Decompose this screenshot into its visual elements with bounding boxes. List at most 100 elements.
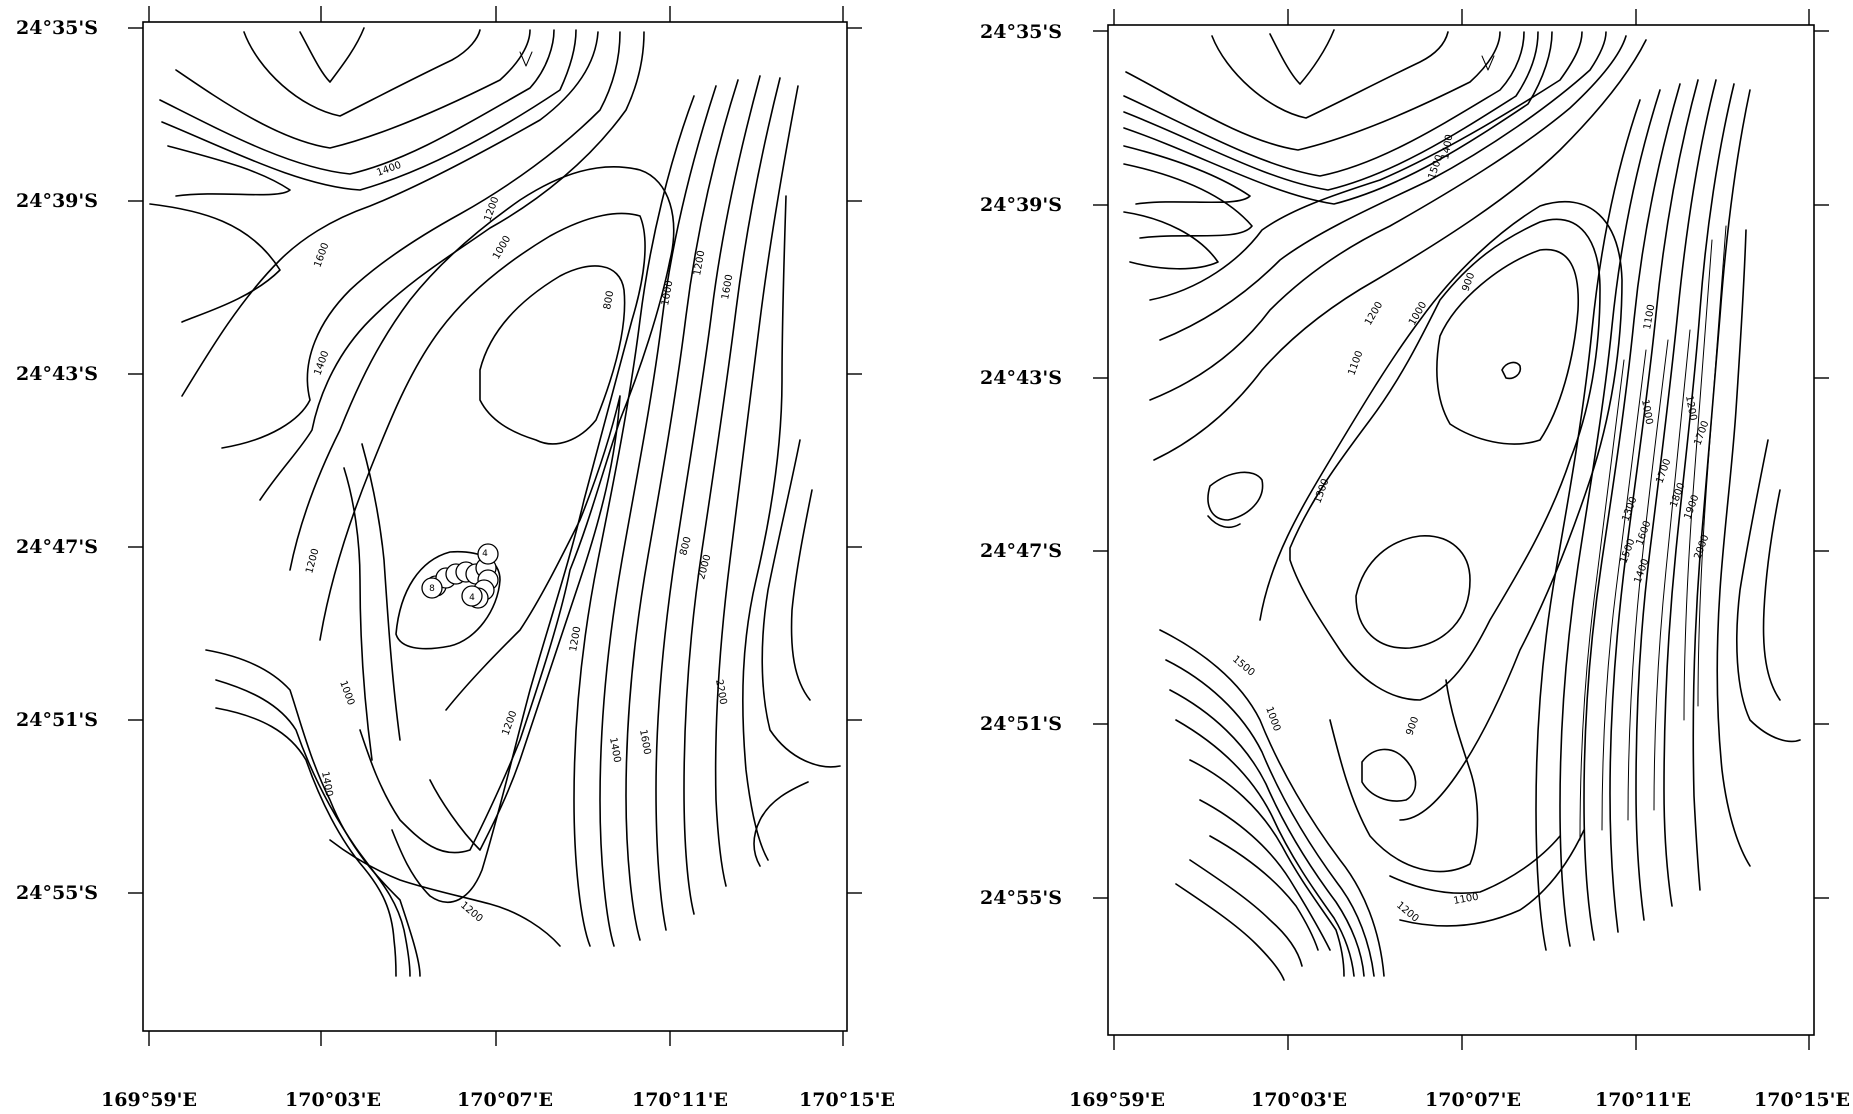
lon-label: 170°03'E <box>1251 1089 1347 1111</box>
contour-label: 2000 <box>696 553 713 580</box>
lat-ticks <box>128 27 862 894</box>
lon-label: 169°59'E <box>101 1089 197 1111</box>
contour-line <box>149 203 281 323</box>
lat-label: 24°47'S <box>980 540 1062 562</box>
contour-line <box>1189 759 1345 977</box>
contour-label: 1200 <box>1363 300 1385 328</box>
contour-line <box>1436 248 1580 445</box>
contour-line <box>573 95 695 947</box>
contour-line <box>1635 79 1717 921</box>
contour-line <box>395 550 501 650</box>
contour-label: 1500 <box>1426 153 1445 181</box>
contour-line <box>1289 218 1601 701</box>
lon-label: 170°07'E <box>457 1089 553 1111</box>
lat-label: 24°51'S <box>980 713 1062 735</box>
contour-line <box>343 467 373 761</box>
contour-line <box>1165 659 1375 977</box>
contour-label: 2200 <box>713 679 728 706</box>
lat-label: 24°35'S <box>16 17 98 39</box>
contour-line <box>1355 535 1471 649</box>
lon-label: 170°11'E <box>632 1089 728 1111</box>
contour-label: 2000 <box>1692 533 1711 561</box>
contour-line <box>1583 83 1681 941</box>
contour-line <box>181 31 599 397</box>
contour-line <box>1716 229 1751 867</box>
marker-label: 8 <box>429 584 435 594</box>
contour-label: 1600 <box>720 274 735 301</box>
contour-label: 800 <box>602 290 616 311</box>
contour-line <box>1159 629 1385 977</box>
contour-line <box>1123 145 1251 205</box>
contour-line <box>1697 225 1727 707</box>
contour-line <box>167 145 291 197</box>
contour-line <box>625 79 739 941</box>
contour-line <box>1211 31 1449 119</box>
lon-ticks <box>148 6 844 1046</box>
contour-line <box>1123 31 1553 205</box>
contour-line <box>1501 361 1522 380</box>
lon-label: 170°15'E <box>1754 1089 1850 1111</box>
contour-label: 1400 <box>1632 557 1651 585</box>
lon-label: 170°11'E <box>1595 1089 1691 1111</box>
map-left: 24°35'S 24°39'S 24°43'S 24°47'S 24°51'S … <box>16 6 895 1111</box>
contour-label: 1600 <box>637 729 652 756</box>
contour-line <box>1361 748 1417 802</box>
contour-line <box>1149 35 1627 401</box>
contour-line <box>1609 79 1699 933</box>
contour-label: 1500 <box>1230 654 1257 679</box>
contour-line <box>1559 89 1661 947</box>
lat-ticks <box>1093 30 1829 899</box>
contour-line <box>742 195 787 861</box>
contour-line <box>1169 689 1365 977</box>
contour-line <box>1207 471 1264 521</box>
contour-labels: 1400 1500 900 1000 1200 1100 1300 1100 1… <box>1230 134 1711 925</box>
lat-label: 24°55'S <box>16 882 98 904</box>
contour-line <box>761 439 841 768</box>
contour-label: 1300 <box>1312 477 1331 505</box>
contour-line <box>1175 883 1285 981</box>
contour-line <box>1125 31 1501 151</box>
lat-label: 24°51'S <box>16 709 98 731</box>
contour-line <box>289 166 675 854</box>
contour-label: 1200 <box>500 709 519 737</box>
contour-label: 1100 <box>1453 892 1480 907</box>
contour-line <box>1123 211 1219 270</box>
contour-line <box>175 29 531 149</box>
contour-label: 900 <box>1404 715 1421 737</box>
map-frame <box>1107 24 1815 1036</box>
contour-label: 1200 <box>568 626 583 653</box>
contour-label: 1400 <box>375 160 403 179</box>
contour-line <box>243 29 481 117</box>
contour-line <box>1269 29 1335 85</box>
lat-label: 24°47'S <box>16 536 98 558</box>
lon-label: 170°15'E <box>799 1089 895 1111</box>
contour-line <box>1199 799 1331 951</box>
lon-ticks <box>1113 9 1810 1050</box>
contour-label: 1600 <box>312 241 331 269</box>
contour-line <box>1653 329 1691 811</box>
contour-line <box>1627 339 1669 821</box>
contour-line <box>1123 31 1525 177</box>
contour-label: 1200 <box>458 900 485 925</box>
lat-label: 24°35'S <box>980 21 1062 43</box>
contour-line <box>159 29 555 175</box>
contour-line <box>599 85 717 947</box>
contour-label: 1400 <box>319 771 334 798</box>
contour-line <box>1389 835 1561 895</box>
contour-line <box>1159 31 1607 341</box>
contour-label: 1700 <box>1654 457 1673 485</box>
contour-label: 1100 <box>1346 349 1365 377</box>
contour-line <box>1399 829 1585 927</box>
marker-cluster: 4 8 4 <box>421 543 499 609</box>
contour-line <box>655 75 761 931</box>
map-right: 24°35'S 24°39'S 24°43'S 24°47'S 24°51'S … <box>980 9 1850 1111</box>
contour-line <box>1123 31 1539 191</box>
contour-label: 1400 <box>312 349 331 377</box>
contour-label: 1200 <box>1683 395 1698 422</box>
lon-label: 170°07'E <box>1425 1089 1521 1111</box>
contour-line <box>1481 55 1495 71</box>
contour-line <box>215 679 411 977</box>
contour-line <box>753 781 809 867</box>
contour-label: 1000 <box>660 280 675 307</box>
